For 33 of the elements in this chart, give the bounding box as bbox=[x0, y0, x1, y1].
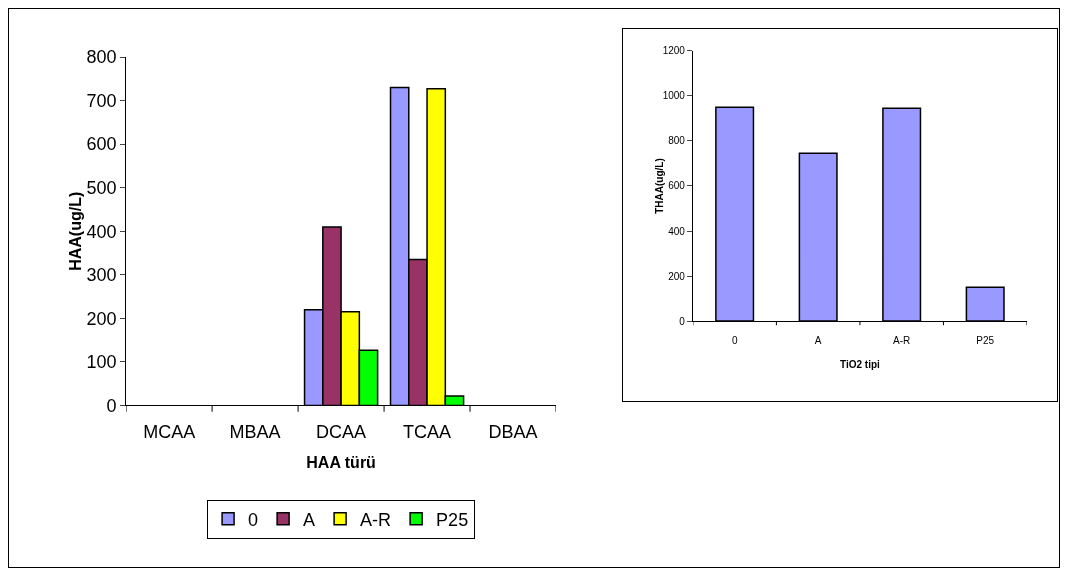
y-axis-title: HAA(ug/L) bbox=[67, 191, 85, 271]
legend-label: P25 bbox=[436, 509, 469, 530]
x-tick-label: MBAA bbox=[229, 422, 281, 443]
x-tick-label: A bbox=[814, 335, 822, 347]
x-tick-label: 0 bbox=[731, 335, 738, 347]
y-tick-label: 1000 bbox=[662, 90, 686, 102]
y-tick-label: 600 bbox=[668, 180, 686, 192]
x-tick-label: A-R bbox=[893, 335, 911, 347]
y-tick-label: 0 bbox=[106, 395, 117, 416]
y-tick-label: 700 bbox=[86, 90, 117, 111]
legend-label: 0 bbox=[248, 509, 259, 530]
y-tick-label: 200 bbox=[86, 308, 117, 329]
y-tick-label: 800 bbox=[668, 135, 686, 147]
legend-label: A bbox=[303, 509, 316, 530]
x-tick-label: DBAA bbox=[488, 422, 538, 443]
y-tick-label: 400 bbox=[86, 221, 117, 242]
y-tick-label: 0 bbox=[679, 315, 686, 327]
y-axis-title: THAA(ug/L) bbox=[653, 158, 665, 214]
x-tick-label: MCAA bbox=[143, 422, 196, 443]
y-tick-label: 300 bbox=[86, 265, 117, 286]
x-axis-title: TiO2 tipi bbox=[840, 358, 881, 370]
y-tick-label: 600 bbox=[86, 134, 117, 155]
x-tick-label: TCAA bbox=[403, 422, 452, 443]
y-tick-label: 200 bbox=[668, 270, 686, 282]
legend-label: A-R bbox=[360, 509, 392, 530]
y-tick-label: 500 bbox=[86, 178, 117, 199]
y-tick-label: 800 bbox=[86, 47, 117, 68]
x-tick-label: DCAA bbox=[316, 422, 367, 443]
x-axis-title: HAA türü bbox=[306, 453, 376, 471]
y-tick-label: 100 bbox=[86, 352, 117, 373]
y-tick-label: 1200 bbox=[662, 45, 686, 57]
x-tick-label: P25 bbox=[976, 335, 995, 347]
y-tick-label: 400 bbox=[668, 225, 686, 237]
